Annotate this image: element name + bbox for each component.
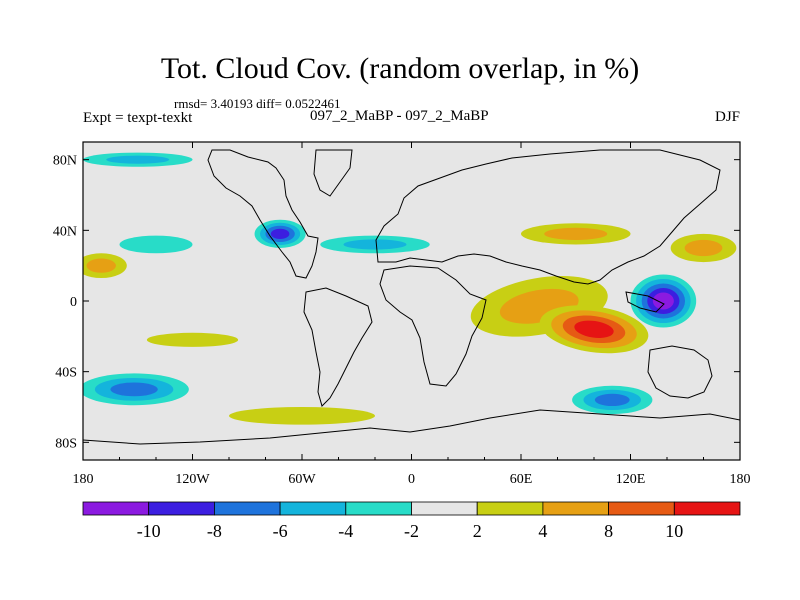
x-tick-label: 180 (730, 472, 751, 487)
arctic-negative-level-1 (106, 155, 170, 164)
plot-title: Tot. Cloud Cov. (random overlap, in %) (160, 52, 640, 85)
colorbar-label: 4 (538, 521, 547, 541)
colorbar-swatch-1 (148, 501, 215, 516)
coastline-maritime-continent (625, 291, 665, 313)
e-indian-ocean-max-level-3 (574, 320, 614, 338)
coastline-africa (379, 265, 487, 387)
s-pacific-positive-level-0 (146, 332, 239, 347)
coastline-greenland (313, 149, 353, 197)
w-pacific-north-positive-level-1 (684, 239, 723, 257)
southern-ocean-positive-level-0 (229, 407, 375, 425)
x-tick-label: 120W (175, 472, 210, 487)
coastline-north-america (207, 149, 319, 279)
s-atlantic-negative-level-2 (594, 393, 630, 407)
colorbar-label: -10 (137, 521, 161, 541)
colorbar: -10 -8 -6 -4 -2 2 4 8 10 (82, 501, 741, 541)
coastline-australia (647, 345, 713, 399)
y-tick-label: 40S (55, 366, 77, 381)
anomaly-field (83, 142, 740, 460)
colorbar-swatch-2 (213, 501, 281, 516)
stats-label: rmsd= 3.40193 diff= 0.0522461 (174, 96, 341, 111)
experiment-label: Expt = texpt-texkt (83, 110, 193, 126)
colorbar-label: -8 (207, 521, 222, 541)
y-tick-label: 40N (53, 224, 77, 239)
colorbar-label: 2 (473, 521, 482, 541)
n-atlantic-negative-level-3 (270, 228, 290, 239)
colorbar-label: 8 (604, 521, 613, 541)
y-tick-label: 0 (70, 295, 77, 310)
colorbar-swatch-5 (411, 501, 478, 516)
w-pacific-min-level-4 (652, 292, 674, 310)
y-tick-label: 80S (55, 436, 77, 451)
y-tick-label: 80N (53, 154, 77, 169)
colorbar-swatch-8 (608, 501, 675, 516)
x-tick-label: 60E (510, 472, 533, 487)
coastline-antarctica (83, 409, 740, 445)
colorbar-label: -6 (273, 521, 288, 541)
x-tick-label: 180 (73, 472, 94, 487)
colorbar-swatch-7 (542, 501, 610, 516)
latitude-axis: 80N 40N 0 40S 80S (53, 154, 740, 451)
x-tick-label: 120E (616, 472, 646, 487)
colorbar-swatch-3 (279, 501, 347, 516)
colorbar-swatch-0 (82, 501, 150, 516)
colorbar-swatch-6 (476, 501, 544, 516)
colorbar-label: -2 (404, 521, 419, 541)
x-tick-label: 60W (288, 472, 316, 487)
runs-label: 097_2_MaBP - 097_2_MaBP (310, 108, 489, 124)
colorbar-swatch-4 (345, 501, 412, 516)
x-tick-label: 0 (408, 472, 415, 487)
asia-positive-level-1 (544, 227, 608, 240)
s-pacific-negative-level-2 (110, 382, 158, 397)
colorbar-label: 10 (665, 521, 683, 541)
n-europe-negative-level-1 (343, 239, 407, 250)
coastline-south-america (303, 287, 373, 407)
coastlines (83, 149, 740, 445)
colorbar-label: -4 (338, 521, 353, 541)
n-pacific-negative-level-0 (119, 235, 193, 254)
longitude-axis: 180 120W 60W 0 60E 120E 180 (73, 142, 751, 487)
colorbar-swatch-9 (673, 501, 741, 516)
n-pacific-positive-level-1 (86, 258, 116, 273)
season-label: DJF (714, 109, 740, 125)
coastline-eurasia (375, 149, 721, 285)
